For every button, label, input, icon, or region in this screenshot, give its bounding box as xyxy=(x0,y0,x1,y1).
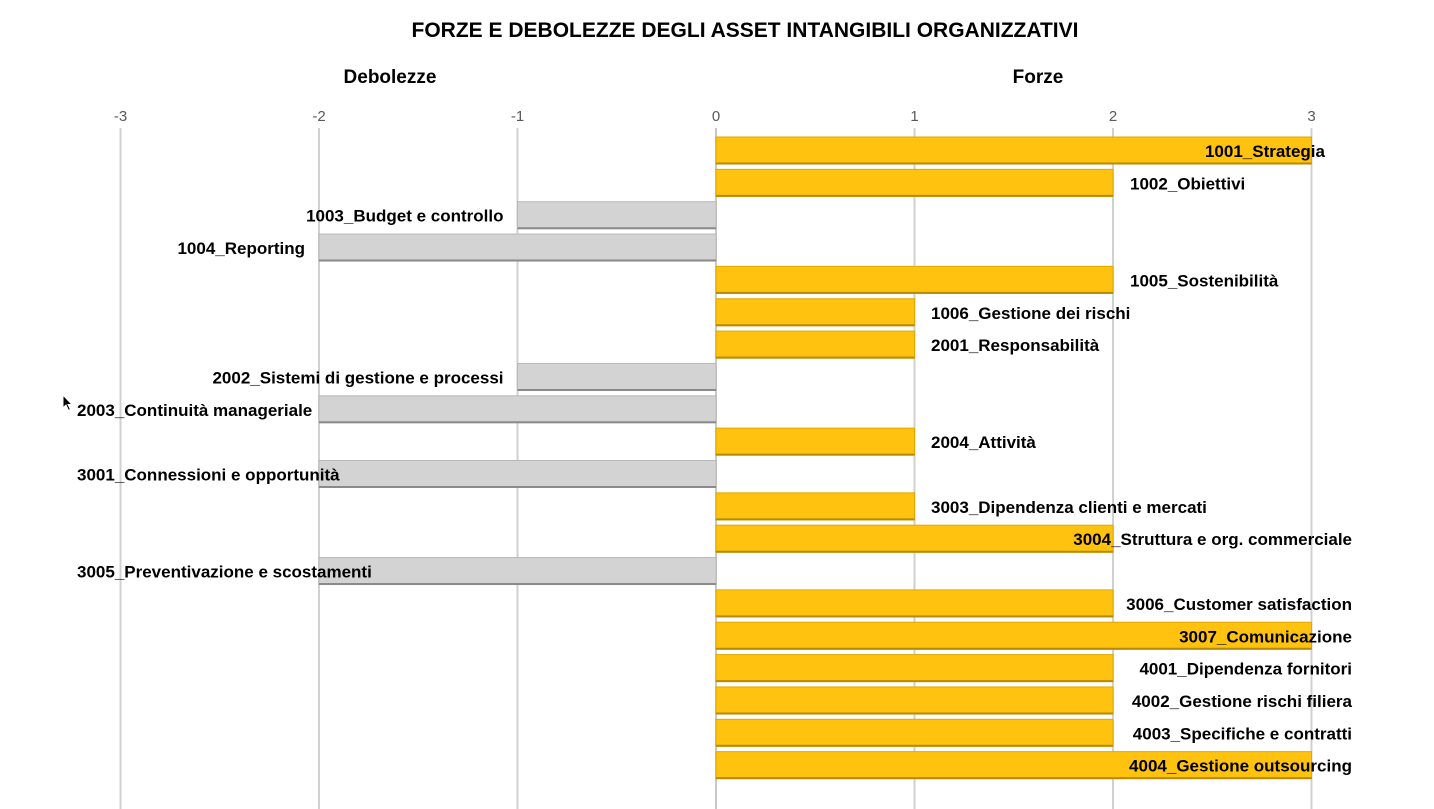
bar-labels: 1001_Strategia 1002_Obiettivi 1003_Budget … xyxy=(77,142,1353,776)
tick-label: -2 xyxy=(312,108,325,125)
bar-label: 1002_Obiettivi xyxy=(1130,174,1245,193)
bar-label: 1004_Reporting xyxy=(177,239,305,258)
bar xyxy=(517,201,717,230)
bar-label: 4004_Gestione outsourcing xyxy=(1129,757,1352,776)
bar xyxy=(715,330,915,359)
tick-label: 0 xyxy=(712,108,720,125)
bar xyxy=(517,362,717,391)
tick-label: 3 xyxy=(1307,108,1315,125)
bar xyxy=(715,427,915,456)
bar xyxy=(318,460,717,488)
bar xyxy=(318,395,717,424)
bar-label: 2004_Attività xyxy=(931,433,1036,452)
bar-label: 3007_Comunicazione xyxy=(1179,627,1352,646)
chart-title: FORZE E DEBOLEZZE DEGLI ASSET INTANGIBIL… xyxy=(412,19,1079,42)
bar-label: 2003_Continuità manageriale xyxy=(77,401,312,420)
bar xyxy=(715,654,1114,683)
bar xyxy=(715,524,1114,553)
bar-label: 3006_Customer satisfaction xyxy=(1126,595,1352,614)
bar-label: 4001_Dipendenza fornitori xyxy=(1139,660,1352,679)
bar xyxy=(715,168,1114,197)
bar-label: 3004_Struttura e org. commerciale xyxy=(1073,530,1352,549)
bar xyxy=(318,557,717,586)
bar xyxy=(715,718,1114,747)
axis-tick-labels: -3 -2 -1 0 1 2 3 xyxy=(114,108,1316,125)
weaknesses-header: Debolezze xyxy=(344,67,437,88)
strengths-header: Forze xyxy=(1013,67,1064,88)
tick-label: 1 xyxy=(910,108,918,125)
bar xyxy=(715,298,915,327)
tick-label: -3 xyxy=(114,108,127,125)
tick-label: 2 xyxy=(1109,108,1117,125)
bar-label: 3003_Dipendenza clienti e mercati xyxy=(931,498,1207,517)
bars xyxy=(318,136,1312,780)
bar xyxy=(715,686,1114,715)
bar-label: 4003_Specifiche e contratti xyxy=(1133,724,1352,743)
bar xyxy=(715,265,1114,294)
bar-label: 1006_Gestione dei rischi xyxy=(931,304,1130,323)
bar xyxy=(715,492,915,521)
tick-label: -1 xyxy=(511,108,524,125)
bar-label: 4002_Gestione rischi filiera xyxy=(1132,692,1353,711)
bar-label: 1005_Sostenibilità xyxy=(1130,271,1279,290)
bar xyxy=(715,589,1114,618)
bar xyxy=(318,233,717,262)
mouse-cursor-icon xyxy=(62,394,74,412)
bar-label: 3001_Connessioni e opportunità xyxy=(77,466,340,485)
bar-label: 1003_Budget e controllo xyxy=(306,207,503,226)
bar-label: 2001_Responsabilità xyxy=(931,336,1100,355)
bar-label: 2002_Sistemi di gestione e processi xyxy=(212,368,503,387)
bar-label: 1001_Strategia xyxy=(1205,142,1326,161)
bar-label: 3005_Preventivazione e scostamenti xyxy=(77,563,372,582)
